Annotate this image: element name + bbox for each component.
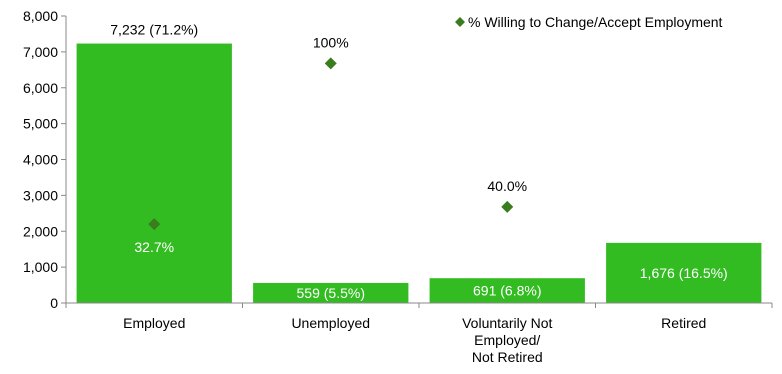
y-axis: 0 1,000 2,000 3,000 4,000 5,000 6,000 7,000 8,00…	[23, 8, 67, 311]
marker-point	[324, 57, 337, 70]
legend-diamond-icon	[455, 17, 465, 27]
y-tick-label: 4,000	[23, 152, 58, 168]
x-tick-label: Retired	[661, 315, 706, 331]
y-tick-label: 6,000	[23, 80, 58, 96]
y-tick-label: 3,000	[23, 187, 58, 203]
bar-data-label: 7,232 (71.2%)	[110, 22, 198, 38]
marker-point	[148, 218, 161, 231]
y-tick-label: 2,000	[23, 223, 58, 239]
bar-data-label: 559 (5.5%)	[297, 285, 365, 301]
legend-label: % Willing to Change/Accept Employment	[468, 14, 723, 30]
bar	[253, 282, 409, 303]
legend: % Willing to Change/Accept Employment	[455, 14, 723, 30]
bar	[606, 242, 762, 303]
bars: 7,232 (71.2%) 559 (5.5%) 691 (6.8%) 1,676 (…	[76, 22, 762, 303]
marker-label: 100%	[313, 34, 349, 50]
y-tick-label: 8,000	[23, 8, 58, 24]
x-tick-label: Unemployed	[291, 315, 370, 331]
y-tick-label: 5,000	[23, 116, 58, 132]
y-tick-label: 0	[50, 295, 58, 311]
markers: 32.7% 100% 40.0%	[134, 34, 527, 255]
bar	[429, 278, 585, 303]
x-tick-label: Employed	[123, 315, 185, 331]
bar-data-label: 691 (6.8%)	[473, 283, 541, 299]
x-axis: Employed Unemployed Voluntarily Not Employe…	[65, 302, 773, 365]
marker-label: 32.7%	[134, 239, 174, 255]
bar-data-label: 1,676 (16.5%)	[640, 265, 728, 281]
marker-point	[501, 200, 514, 213]
bar	[76, 43, 232, 303]
y-tick-label: 1,000	[23, 259, 58, 275]
x-tick-label: Voluntarily Not Employed/Not Retired	[462, 315, 552, 365]
marker-label: 40.0%	[487, 178, 527, 194]
y-tick-label: 7,000	[23, 44, 58, 60]
